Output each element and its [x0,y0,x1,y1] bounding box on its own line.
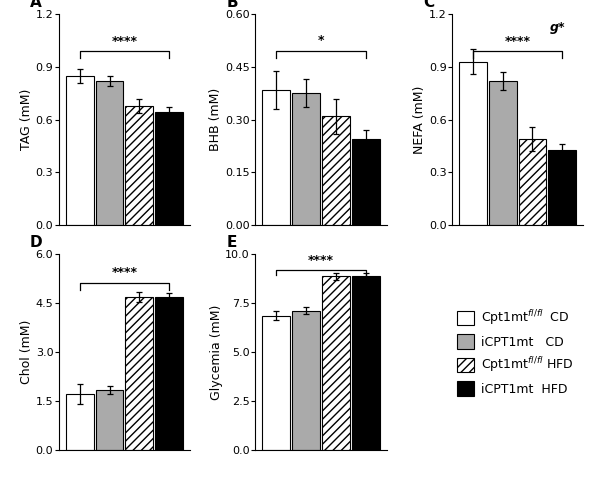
Legend: Cpt1mt$^{fl/fl}$  CD, iCPT1mt   CD, Cpt1mt$^{fl/fl}$ HFD, iCPT1mt  HFD: Cpt1mt$^{fl/fl}$ CD, iCPT1mt CD, Cpt1mt$… [452,303,578,401]
Bar [263,316,290,450]
Text: E: E [227,235,237,250]
Text: C: C [423,0,434,10]
Bar [352,139,379,225]
Y-axis label: Chol (mM): Chol (mM) [20,320,33,384]
Bar [125,297,153,450]
Bar [322,276,350,450]
Bar [489,81,517,225]
Text: ****: **** [308,254,334,267]
Bar [95,390,124,450]
Bar [66,76,94,225]
Y-axis label: NEFA (mM): NEFA (mM) [413,86,426,154]
Text: ****: **** [111,266,137,279]
Bar [66,394,94,450]
Text: ****: **** [111,35,137,48]
Y-axis label: TAG (mM): TAG (mM) [20,89,33,150]
Text: A: A [30,0,42,10]
Bar [459,62,487,225]
Bar [352,276,379,450]
Bar [292,311,320,450]
Bar [518,139,547,225]
Bar [263,90,290,225]
Text: g*: g* [550,21,565,34]
Text: B: B [227,0,239,10]
Bar [155,112,183,225]
Text: D: D [30,235,42,250]
Y-axis label: Glycemia (mM): Glycemia (mM) [210,304,223,400]
Bar [155,297,183,450]
Y-axis label: BHB (mM): BHB (mM) [210,88,223,151]
Text: *: * [317,34,325,46]
Bar [292,93,320,225]
Bar [95,81,124,225]
Text: ****: **** [505,35,531,48]
Bar [548,149,576,225]
Bar [125,106,153,225]
Bar [322,116,350,225]
